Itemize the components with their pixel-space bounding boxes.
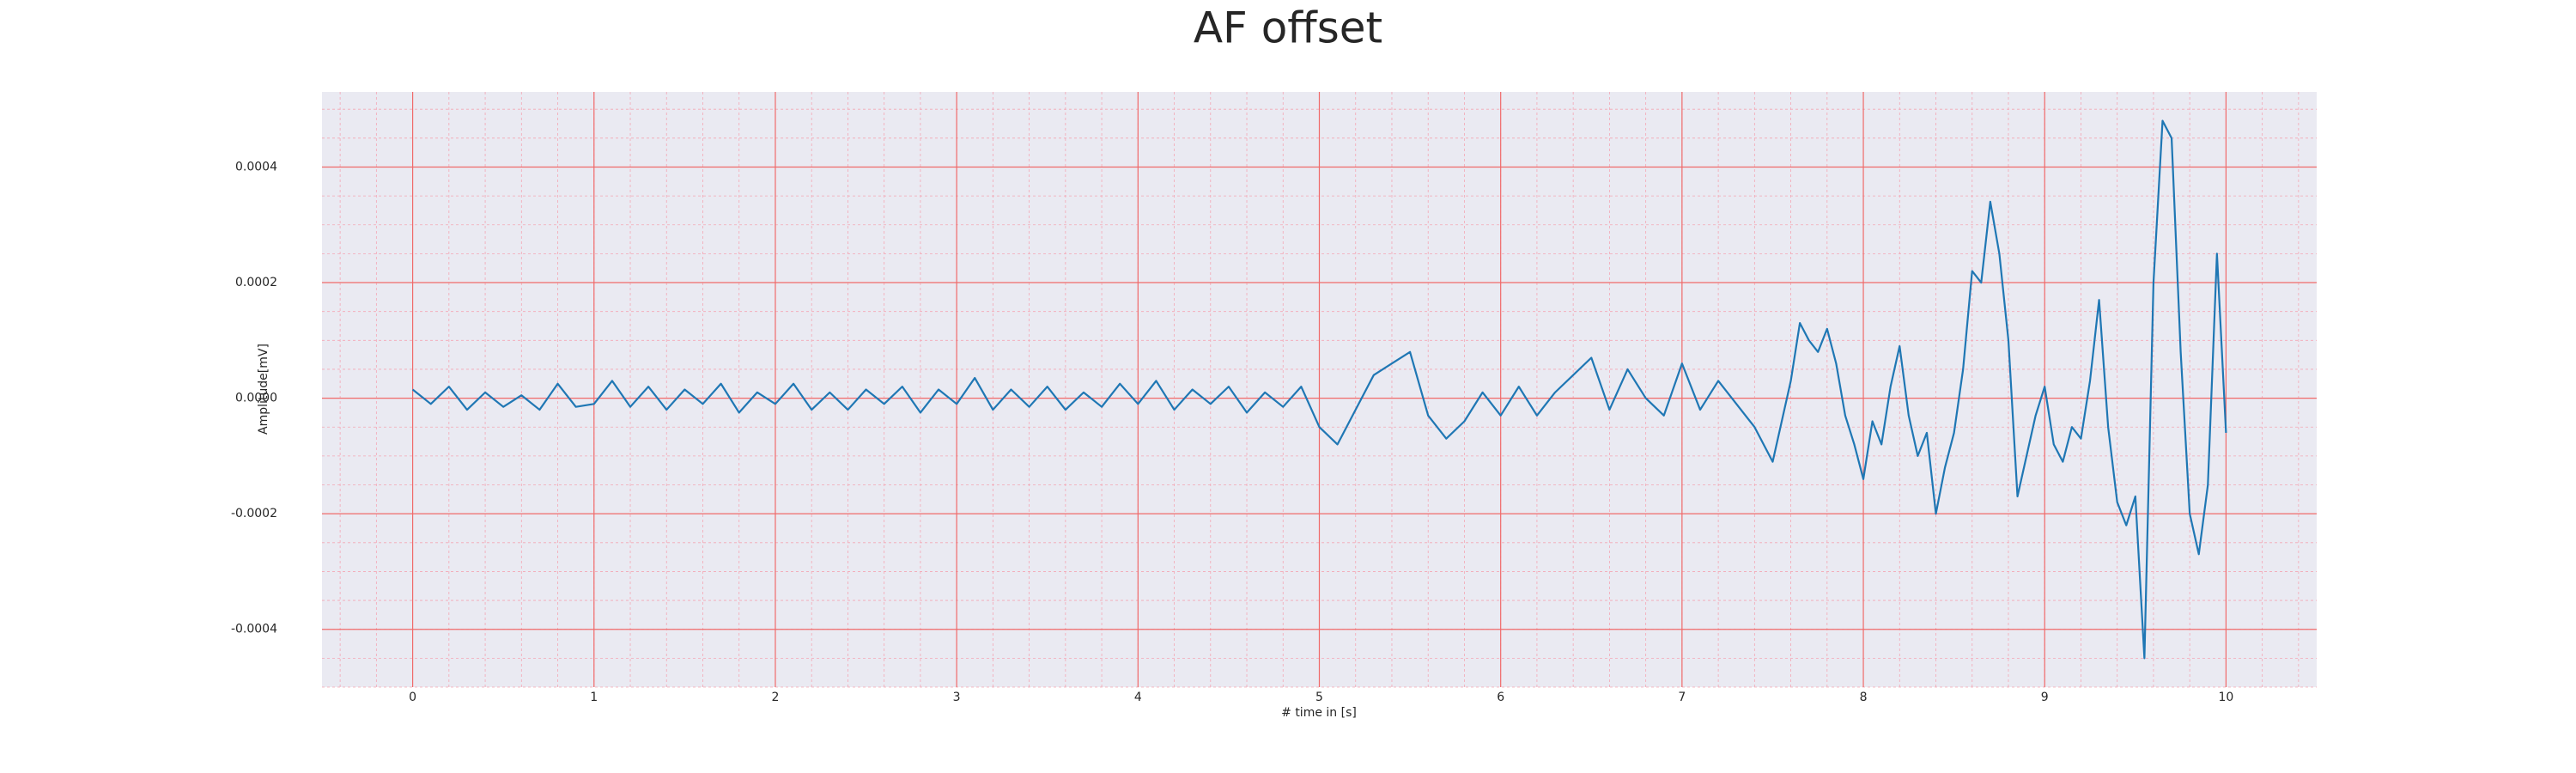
x-tick-label: 2 bbox=[771, 691, 779, 704]
y-tick-label: -0.0002 bbox=[231, 507, 277, 520]
x-tick-label: 5 bbox=[1315, 691, 1323, 704]
x-tick-label: 0 bbox=[409, 691, 416, 704]
y-tick-label: -0.0004 bbox=[231, 623, 277, 636]
chart-title: AF offset bbox=[1194, 3, 1382, 53]
x-tick-label: 10 bbox=[2218, 691, 2233, 704]
x-tick-label: 6 bbox=[1497, 691, 1504, 704]
y-tick-label: 0.0002 bbox=[235, 276, 277, 289]
data-line bbox=[411, 119, 2227, 660]
x-tick-label: 1 bbox=[590, 691, 598, 704]
x-tick-label: 9 bbox=[2041, 691, 2049, 704]
x-tick-label: 8 bbox=[1860, 691, 1868, 704]
y-axis-label: Amplitude[mV] bbox=[257, 344, 270, 435]
x-tick-label: 3 bbox=[953, 691, 961, 704]
x-tick-label: 7 bbox=[1678, 691, 1686, 704]
y-tick-label: 0.0004 bbox=[235, 160, 277, 173]
x-axis-label: # time in [s] bbox=[1281, 706, 1357, 720]
y-tick-label: 0.0000 bbox=[235, 392, 277, 405]
x-tick-label: 4 bbox=[1134, 691, 1142, 704]
